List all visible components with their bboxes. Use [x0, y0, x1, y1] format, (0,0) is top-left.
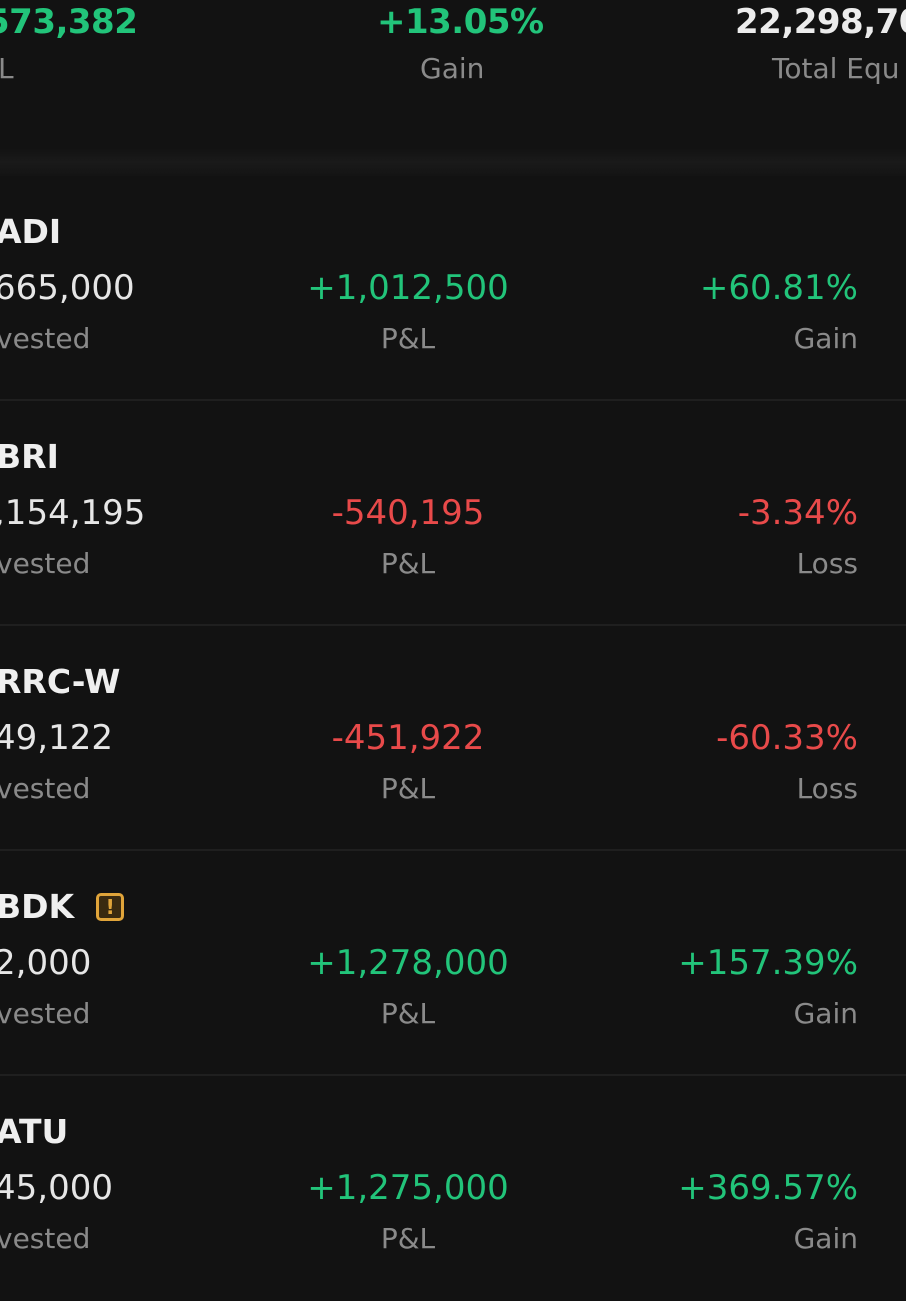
pnl-value: +1,012,500 — [307, 268, 509, 308]
holdings-list: ADI 665,000 vested +1,012,500 P&L +60.81… — [0, 176, 906, 1301]
invested-label: vested — [0, 1222, 91, 1255]
pnl-label: P&L — [380, 772, 436, 805]
return-percent: +157.39% — [678, 943, 858, 983]
holding-ticker: ATU — [0, 1112, 69, 1151]
invested-label: vested — [0, 997, 91, 1030]
invested-label: vested — [0, 547, 91, 580]
holding-ticker: BDK ! — [0, 887, 125, 926]
pnl-label: P&L — [380, 547, 436, 580]
return-percent: -3.34% — [737, 493, 858, 533]
total-pnl-value: 573,382 — [0, 2, 138, 42]
holding-row[interactable]: BDK ! 2,000 vested +1,278,000 P&L +157.3… — [0, 851, 906, 1076]
holding-ticker: ADI — [0, 212, 62, 251]
holding-row[interactable]: ADI 665,000 vested +1,012,500 P&L +60.81… — [0, 176, 906, 401]
warning-icon[interactable]: ! — [96, 892, 125, 921]
pnl-value: -540,195 — [331, 493, 485, 533]
return-label: Gain — [793, 1222, 858, 1255]
invested-label: vested — [0, 322, 91, 355]
return-label: Loss — [796, 547, 858, 580]
holding-ticker: RRC-W — [0, 662, 121, 701]
return-label: Gain — [793, 997, 858, 1030]
portfolio-summary: 573,382 L +13.05% Gain 22,298,70 Total E… — [0, 0, 906, 148]
total-equity-label: Total Equ — [772, 52, 900, 85]
holding-row[interactable]: BRI ,154,195 vested -540,195 P&L -3.34% … — [0, 401, 906, 626]
pnl-value: -451,922 — [331, 718, 485, 758]
total-gain-label: Gain — [420, 52, 485, 85]
return-label: Gain — [793, 322, 858, 355]
pnl-value: +1,275,000 — [307, 1168, 509, 1208]
pnl-value: +1,278,000 — [307, 943, 509, 983]
pnl-label: P&L — [380, 322, 436, 355]
holding-row[interactable]: ATU 45,000 vested +1,275,000 P&L +369.57… — [0, 1076, 906, 1301]
return-label: Loss — [796, 772, 858, 805]
return-percent: -60.33% — [716, 718, 858, 758]
return-percent: +369.57% — [678, 1168, 858, 1208]
section-divider — [0, 148, 906, 176]
total-pnl-label: L — [0, 52, 14, 85]
invested-value: 49,122 — [0, 718, 113, 758]
invested-value: 2,000 — [0, 943, 92, 983]
total-equity-value: 22,298,70 — [735, 2, 906, 42]
return-percent: +60.81% — [699, 268, 858, 308]
pnl-label: P&L — [380, 1222, 436, 1255]
invested-value: 665,000 — [0, 268, 135, 308]
holding-ticker: BRI — [0, 437, 59, 476]
invested-value: ,154,195 — [0, 493, 146, 533]
invested-value: 45,000 — [0, 1168, 113, 1208]
invested-label: vested — [0, 772, 91, 805]
holding-row[interactable]: RRC-W 49,122 vested -451,922 P&L -60.33%… — [0, 626, 906, 851]
total-gain-value: +13.05% — [377, 2, 544, 42]
pnl-label: P&L — [380, 997, 436, 1030]
